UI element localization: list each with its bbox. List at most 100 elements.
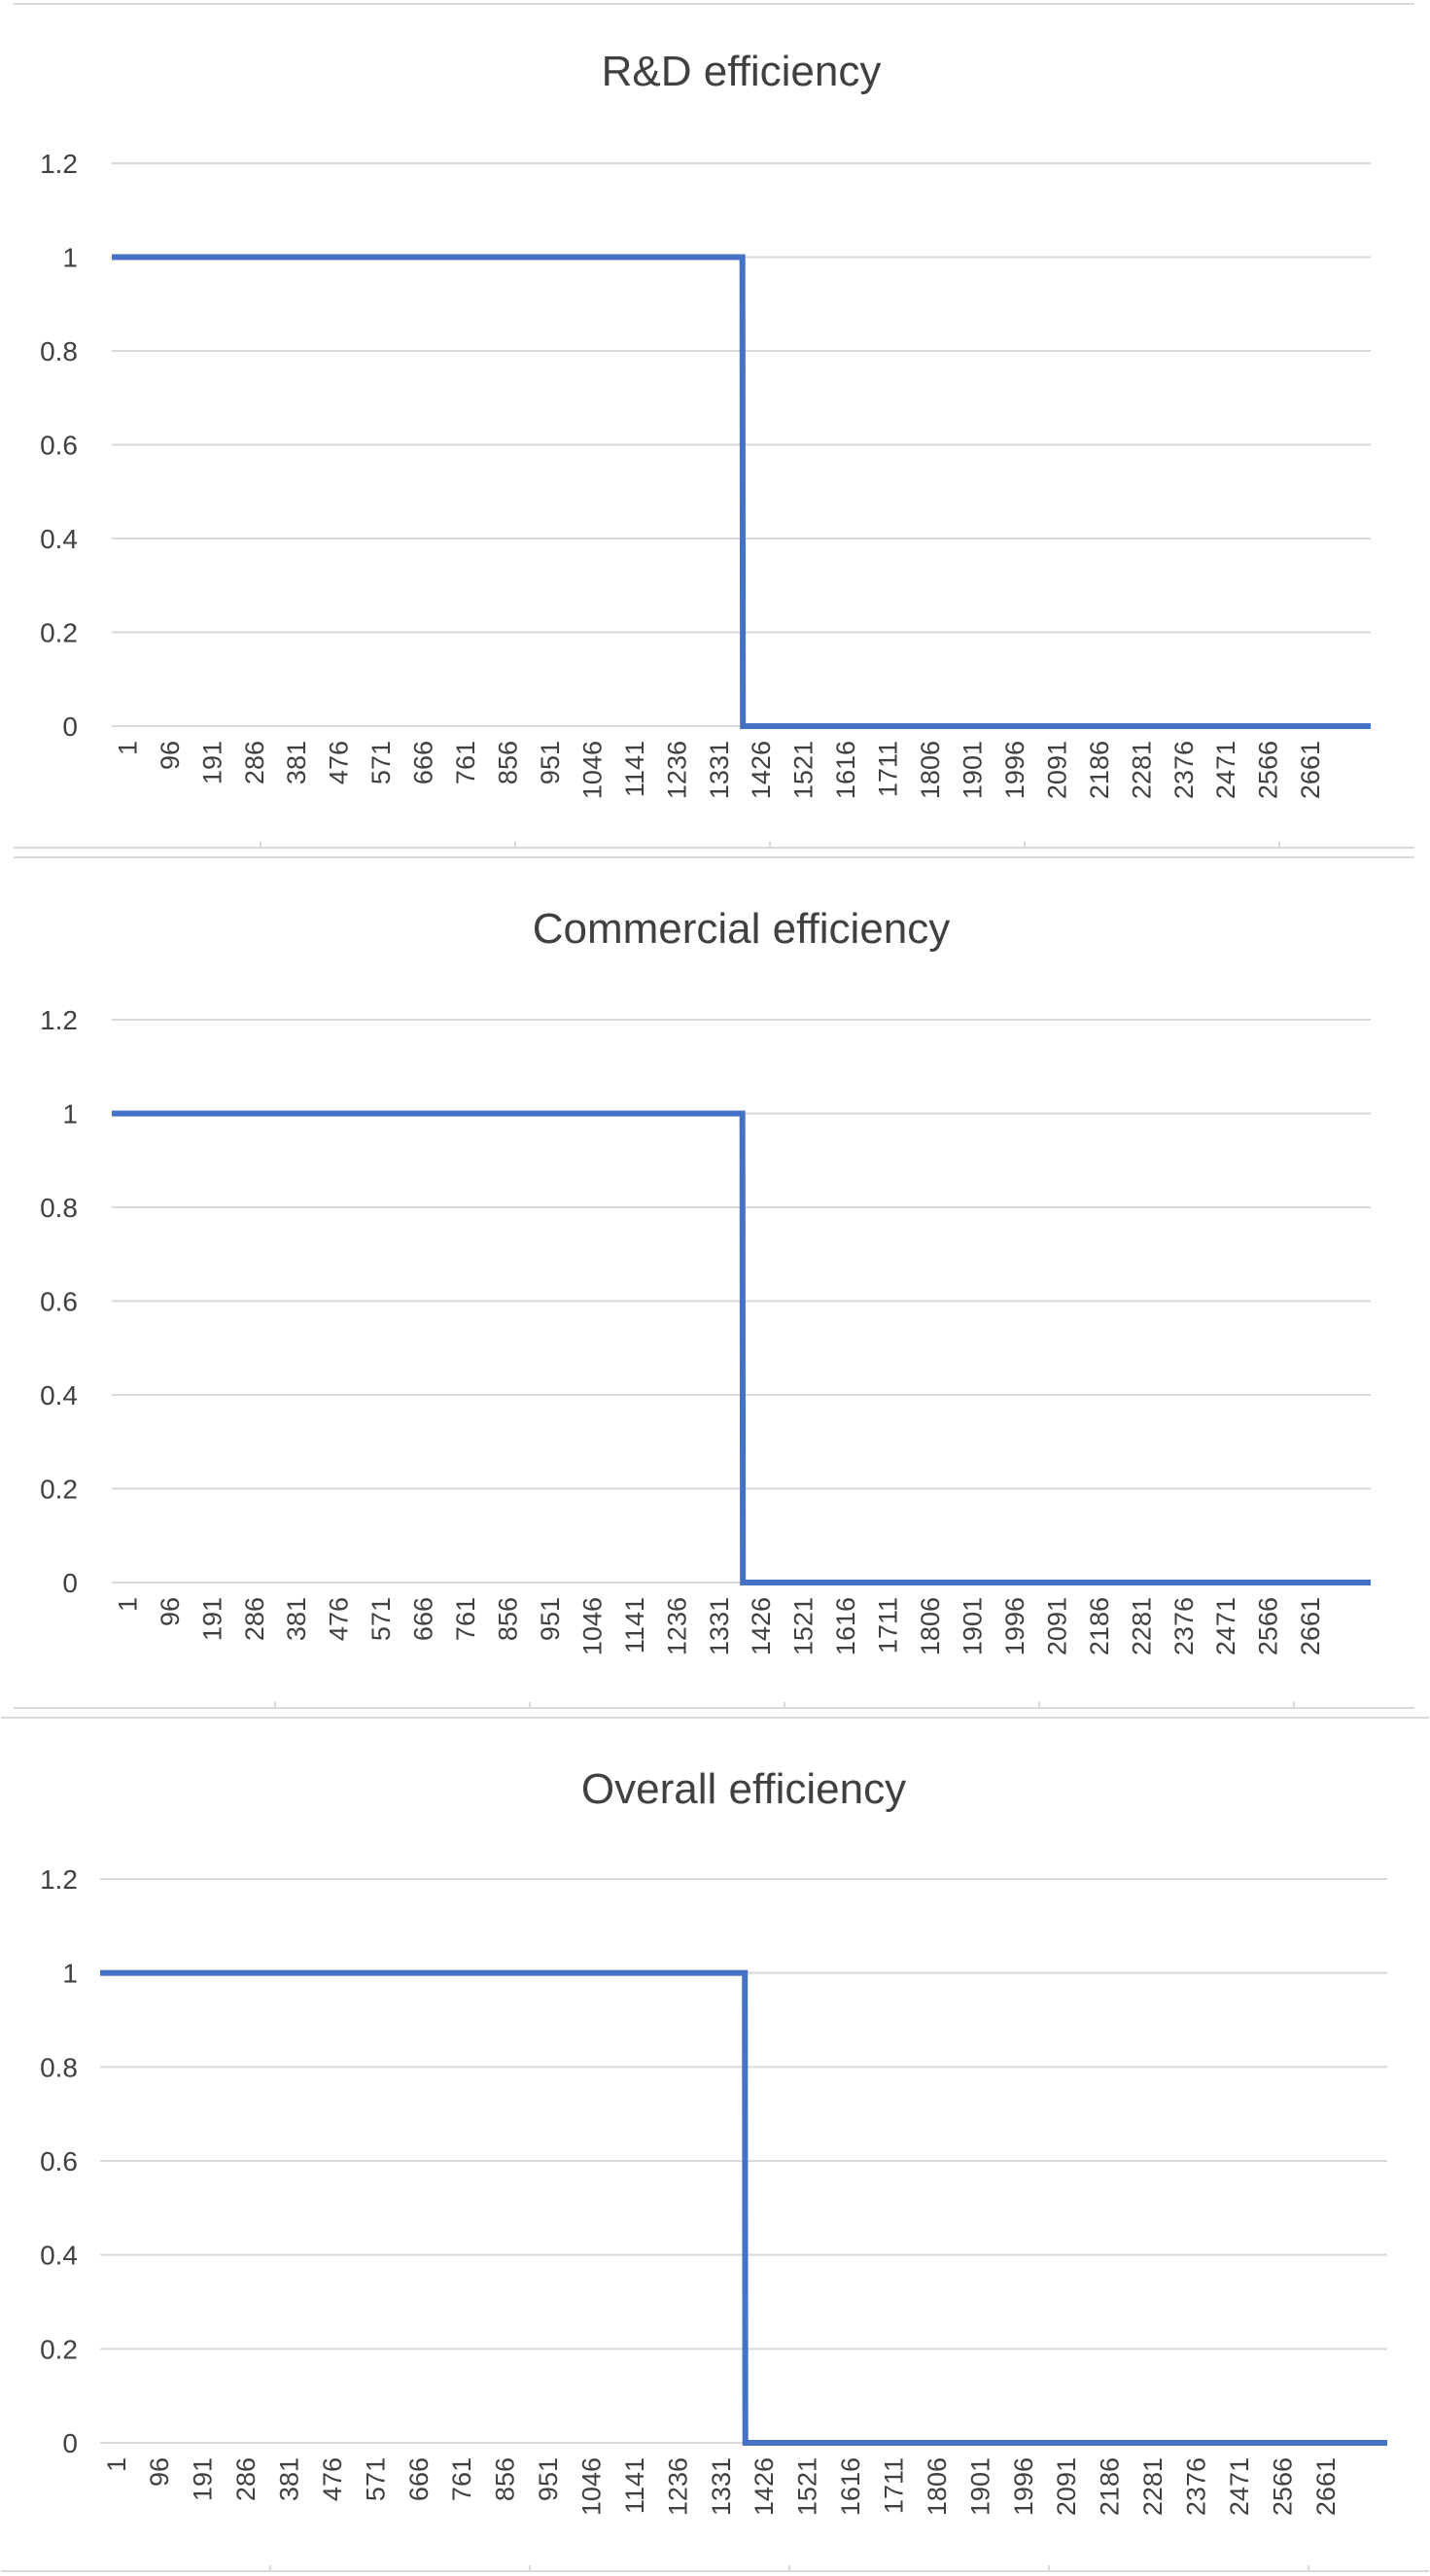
y-tick-label: 0.4 <box>40 1380 78 1410</box>
x-tick-label: 1 <box>102 2457 131 2472</box>
x-tick-label: 2471 <box>1211 741 1240 799</box>
x-tick-label: 1711 <box>874 741 903 797</box>
y-tick-label: 0 <box>62 2428 78 2458</box>
x-tick-label: 1901 <box>959 741 988 799</box>
series-line <box>100 1969 1387 2446</box>
chart-panel-overall-efficiency: Overall efficiency 0 0.2 0.4 0.6 0.8 1 1.2 1 96 19… <box>0 1716 1430 2576</box>
x-tick-label: 286 <box>240 741 269 784</box>
x-tick-label: 1806 <box>916 1597 945 1655</box>
x-tick-label: 96 <box>145 2457 174 2487</box>
x-tick-label: 191 <box>197 1597 227 1641</box>
y-tick-label: 1.2 <box>40 149 78 179</box>
chart-title: R&D efficiency <box>602 48 882 95</box>
x-tick-label: 1616 <box>836 2457 865 2516</box>
x-tick-label: 2186 <box>1085 741 1114 799</box>
x-tick-label: 2186 <box>1085 1597 1114 1655</box>
x-tick-label: 381 <box>274 2457 303 2501</box>
x-tick-label: 2661 <box>1296 1597 1325 1655</box>
y-tick-label: 1.2 <box>40 1005 78 1035</box>
x-tick-label: 1711 <box>874 1597 903 1654</box>
x-tick-label: 1141 <box>620 2457 649 2514</box>
x-tick-label: 2376 <box>1182 2457 1211 2516</box>
x-tick-label: 1901 <box>965 2457 994 2516</box>
y-tick-label: 0.8 <box>40 2052 78 2082</box>
x-tick-label: 571 <box>366 1597 396 1641</box>
y-tick-label: 0.2 <box>40 618 78 648</box>
y-tick-label: 1 <box>62 243 78 273</box>
x-tick-label: 1426 <box>747 1597 776 1655</box>
x-tick-label: 2566 <box>1268 2457 1297 2516</box>
x-tick-label: 951 <box>536 741 565 784</box>
x-tick-label: 381 <box>282 1597 311 1641</box>
x-tick-label: 1996 <box>1000 741 1029 799</box>
x-tick-label: 2091 <box>1052 2457 1081 2516</box>
y-tick-label: 0.4 <box>40 2241 78 2271</box>
x-tick-label: 1 <box>113 1597 142 1612</box>
x-tick-label: 191 <box>197 741 227 784</box>
y-tick-label: 0.2 <box>40 2334 78 2364</box>
y-tick-label: 0.4 <box>40 524 78 554</box>
x-tick-label: 1616 <box>831 741 860 799</box>
x-tick-label: 2376 <box>1169 1597 1199 1655</box>
x-tick-label: 1331 <box>705 741 734 799</box>
y-tick-label: 0.6 <box>40 1287 78 1317</box>
x-tick-label: 96 <box>156 741 185 770</box>
x-tick-label: 666 <box>404 2457 434 2501</box>
x-tick-label: 476 <box>325 1597 354 1641</box>
x-tick-label: 571 <box>361 2457 390 2501</box>
x-tick-label: 1996 <box>1009 2457 1038 2516</box>
x-tick-label: 96 <box>156 1597 185 1626</box>
x-tick-label: 1141 <box>620 741 649 797</box>
x-tick-label: 761 <box>447 2457 476 2501</box>
chart-overall-efficiency: Overall efficiency 0 0.2 0.4 0.6 0.8 1 1.2 1 96 19… <box>1 1717 1429 2572</box>
x-tick-label: 2091 <box>1042 741 1071 799</box>
y-tick-label: 1.2 <box>40 1864 78 1895</box>
x-tick-label: 381 <box>282 741 311 784</box>
x-tick-label: 191 <box>189 2457 218 2501</box>
y-tick-label: 1 <box>62 1959 78 1989</box>
x-tick-label: 1806 <box>923 2457 952 2516</box>
x-tick-label: 761 <box>451 1597 480 1641</box>
x-tick-label: 1806 <box>916 741 945 799</box>
y-tick-label: 0.6 <box>40 2146 78 2176</box>
x-tick-label: 286 <box>240 1597 269 1641</box>
x-tick-label: 1236 <box>662 741 691 799</box>
x-tick-label: 1996 <box>1000 1597 1029 1655</box>
x-tick-label: 856 <box>493 741 522 784</box>
x-tick-label: 476 <box>318 2457 347 2501</box>
x-tick-label: 2281 <box>1138 2457 1168 2516</box>
x-tick-label: 476 <box>325 741 354 784</box>
x-tick-label: 951 <box>534 2457 563 2501</box>
x-tick-label: 2471 <box>1211 1597 1240 1655</box>
x-tick-label: 2661 <box>1311 2457 1341 2516</box>
x-tick-label: 1236 <box>662 1597 691 1655</box>
x-tick-label: 2566 <box>1254 741 1283 799</box>
x-tick-label: 666 <box>409 1597 438 1641</box>
y-tick-label: 1 <box>62 1099 78 1130</box>
x-tick-label: 1426 <box>750 2457 779 2516</box>
x-tick-label: 2186 <box>1096 2457 1125 2516</box>
x-tick-label: 1901 <box>959 1597 988 1655</box>
series-line <box>112 254 1371 729</box>
y-tick-label: 0.8 <box>40 1193 78 1223</box>
series-line <box>112 1110 1371 1585</box>
x-tick-label: 2376 <box>1169 741 1199 799</box>
chart-rd-efficiency: R&D efficiency 0 0.2 0.4 0.6 0.8 1 1.2 1 96 191 286… <box>14 3 1414 849</box>
x-tick-label: 2566 <box>1254 1597 1283 1655</box>
x-tick-label: 1046 <box>577 741 607 799</box>
x-tick-label: 1331 <box>707 2457 736 2516</box>
x-tick-label: 2281 <box>1127 1597 1156 1655</box>
x-tick-label: 761 <box>451 741 480 784</box>
x-tick-label: 286 <box>231 2457 261 2501</box>
x-tick-label: 1 <box>113 741 142 755</box>
y-tick-label: 0.6 <box>40 431 78 461</box>
x-tick-label: 2471 <box>1225 2457 1254 2516</box>
chart-title: Overall efficiency <box>581 1765 906 1813</box>
y-tick-label: 0 <box>62 1568 78 1598</box>
x-tick-label: 1046 <box>576 2457 606 2516</box>
x-tick-label: 2661 <box>1296 741 1325 799</box>
x-tick-label: 856 <box>491 2457 520 2501</box>
x-tick-label: 1711 <box>880 2457 909 2514</box>
chart-panel-commercial-efficiency: Commercial efficiency 0 0.2 0.4 0.6 0.8 1 1.2 1 9… <box>0 855 1430 1716</box>
